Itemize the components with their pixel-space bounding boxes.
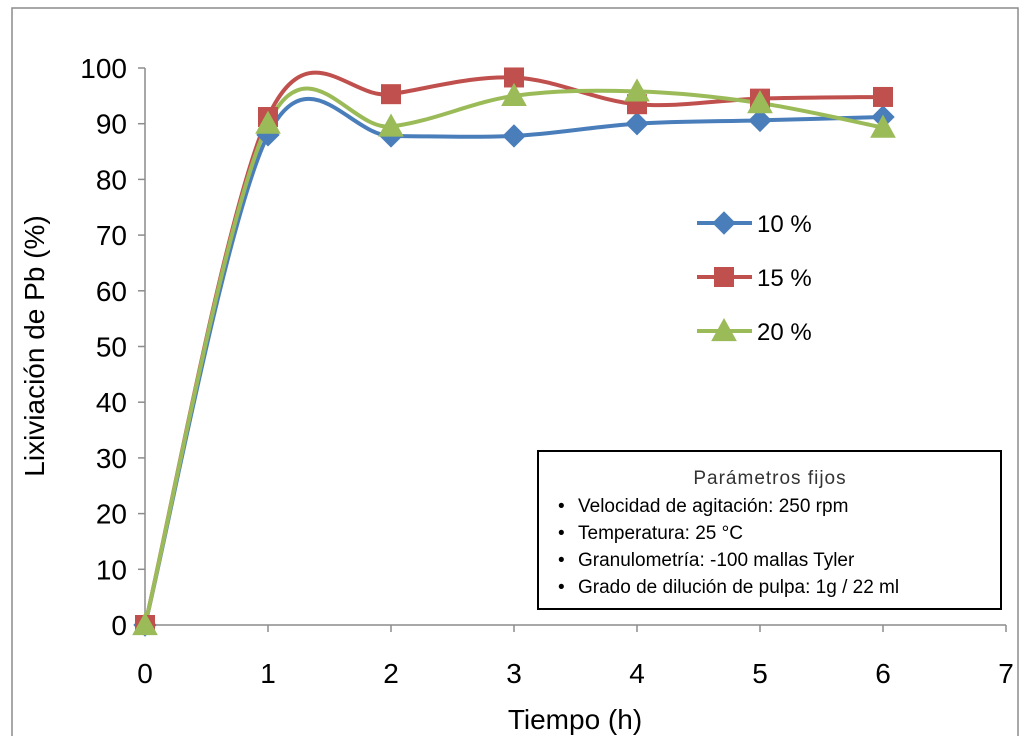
series-lines: [143, 70, 884, 626]
x-tick-label: 3: [506, 658, 522, 689]
data-point-20: [255, 110, 281, 134]
data-point-15: [873, 86, 893, 107]
data-point-10: [748, 108, 772, 133]
x-axis-title: Tiempo (h): [508, 704, 642, 735]
legend-label-10: 10 %: [757, 211, 812, 238]
parameter-item: Granulometría: -100 mallas Tyler: [578, 550, 855, 571]
legend-marker-20: [711, 317, 737, 342]
parameter-bullet: •: [558, 577, 565, 598]
x-tick-label: 6: [875, 658, 891, 689]
data-point-20: [870, 114, 896, 138]
data-point-20: [501, 82, 527, 106]
data-point-20: [132, 611, 158, 636]
y-tick-label: 80: [96, 164, 127, 195]
x-tick-label: 7: [998, 658, 1014, 689]
parameter-bullet: •: [558, 550, 565, 571]
legend-label-20: 20 %: [757, 319, 812, 346]
y-tick-label: 50: [96, 332, 127, 363]
parameter-bullet: •: [558, 523, 565, 544]
y-tick-label: 40: [96, 387, 127, 418]
data-point-20: [378, 113, 404, 137]
parameters-box-title: Parámetros fijos: [693, 468, 846, 489]
data-point-20: [624, 78, 650, 102]
y-tick-label: 60: [96, 276, 127, 307]
axes: 0 10 20 30 40 50 60 70 80 90 100 0 1 2 3 4 5 6 7: [80, 53, 1014, 689]
y-tick-label: 20: [96, 499, 127, 530]
x-tick-label: 2: [383, 658, 399, 689]
y-tick-label: 70: [96, 220, 127, 251]
x-tick-label: 4: [629, 658, 645, 689]
data-point-15: [381, 84, 401, 105]
legend: 10 % 15 % 20 %: [697, 211, 812, 346]
legend-label-15: 15 %: [757, 265, 812, 292]
y-axis-title: Lixiviación de Pb (%): [19, 215, 50, 476]
y-tick-label: 10: [96, 554, 127, 585]
y-tick-label: 100: [80, 53, 127, 84]
data-point-20: [747, 90, 773, 114]
y-tick-label: 0: [111, 610, 127, 641]
x-tick-label: 0: [137, 658, 153, 689]
parameter-item: Grado de dilución de pulpa: 1g / 22 ml: [578, 577, 899, 598]
parameters-box-border: [537, 450, 1002, 610]
x-tick-label: 1: [260, 658, 276, 689]
x-tick-label: 5: [752, 658, 768, 689]
parameters-box: Parámetros fijos • Velocidad de agitació…: [537, 450, 1002, 610]
y-tick-label: 90: [96, 109, 127, 140]
y-tick-label: 30: [96, 443, 127, 474]
data-point-10: [625, 111, 649, 136]
series-line-20: [143, 86, 884, 626]
legend-marker-10: [712, 211, 736, 235]
parameter-item: Velocidad de agitación: 250 rpm: [578, 496, 848, 517]
series-markers: [132, 67, 896, 637]
legend-marker-15: [714, 267, 734, 287]
parameter-item: Temperatura: 25 °C: [578, 523, 743, 544]
parameter-bullet: •: [558, 496, 565, 517]
data-point-10: [502, 124, 526, 148]
